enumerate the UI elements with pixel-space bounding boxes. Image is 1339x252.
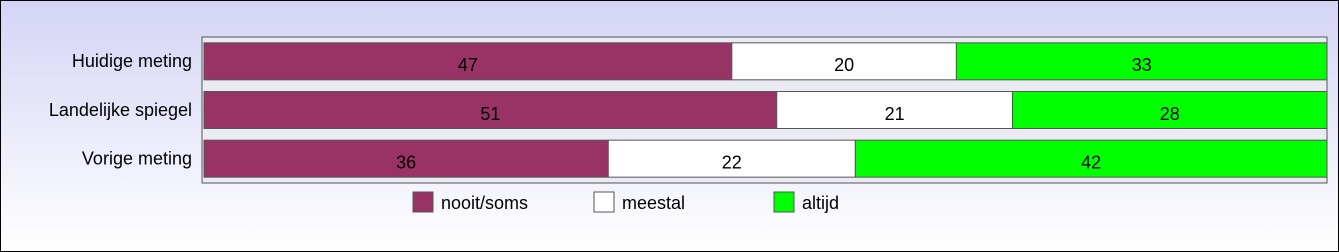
data-label: 21 <box>885 104 905 124</box>
legend-swatch <box>412 191 434 213</box>
data-label: 20 <box>834 55 854 75</box>
legend-swatch <box>593 191 615 213</box>
bar-segment <box>955 42 1328 81</box>
data-label: 51 <box>480 104 500 124</box>
bar-segment <box>731 42 957 81</box>
data-label: 36 <box>396 152 416 172</box>
data-label: 33 <box>1132 55 1152 75</box>
y-tick-label: Landelijke spiegel <box>49 100 192 120</box>
bar-segment <box>776 91 1014 129</box>
y-tick-label: Huidige meting <box>72 51 192 71</box>
y-tick-label: Vorige meting <box>82 148 192 168</box>
data-label: 28 <box>1160 104 1180 124</box>
bar-segment <box>203 42 733 81</box>
legend-label: nooit/soms <box>441 193 528 213</box>
bar-segment <box>607 139 856 178</box>
bar-segment <box>203 139 609 178</box>
data-label: 22 <box>722 152 742 172</box>
legend-label: meestal <box>622 193 685 213</box>
legend-label: altijd <box>802 193 839 213</box>
legend-swatch <box>773 191 795 213</box>
data-label: 47 <box>458 55 478 75</box>
bar-segment <box>1012 91 1328 129</box>
data-label: 42 <box>1081 152 1101 172</box>
bar-segment <box>854 139 1328 178</box>
bar-segment <box>203 91 778 129</box>
